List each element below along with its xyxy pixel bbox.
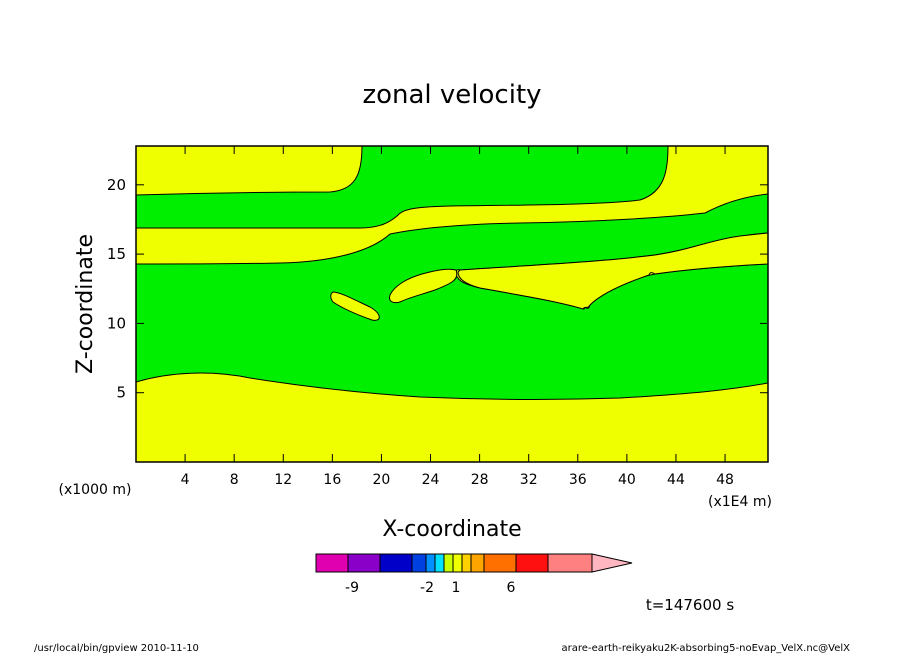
colorbar: -9 -2 1 6 xyxy=(315,553,633,596)
chart-title: zonal velocity xyxy=(362,80,541,110)
colorbar-segment xyxy=(443,553,454,573)
colorbar-segment xyxy=(515,553,549,573)
y-axis: 5 10 15 20 xyxy=(107,176,768,402)
x-tick-label: 28 xyxy=(471,472,489,488)
x-tick-label: 20 xyxy=(373,472,391,488)
contour-yellow-upper-wedge xyxy=(457,232,769,310)
y-tick-label: 5 xyxy=(116,384,126,402)
colorbar-label: 1 xyxy=(452,580,461,596)
colorbar-label: -9 xyxy=(345,580,359,596)
x-axis: 4 8 12 16 20 24 28 32 36 40 44 48 xyxy=(181,146,734,488)
footer-right: arare-earth-reikyaku2K-absorbing5-noEvap… xyxy=(562,643,851,654)
colorbar-segment xyxy=(411,553,427,573)
colorbar-segment xyxy=(315,553,349,573)
y-axis-label: Z-coordinate xyxy=(73,234,98,374)
contour-yellow-blob-1 xyxy=(330,291,380,321)
time-label: t=147600 s xyxy=(646,596,734,614)
y-tick-label: 15 xyxy=(107,245,126,263)
colorbar-segment xyxy=(483,553,517,573)
colorbar-arrow xyxy=(591,553,633,573)
x-tick-label: 40 xyxy=(618,472,636,488)
contour-yellow-blob-2 xyxy=(389,268,458,304)
y-tick-label: 20 xyxy=(107,176,126,194)
footer-left: /usr/local/bin/gpview 2010-11-10 xyxy=(34,643,199,654)
x-tick-label: 16 xyxy=(323,472,341,488)
x-tick-label: 32 xyxy=(520,472,538,488)
colorbar-segment xyxy=(347,553,381,573)
colorbar-segment xyxy=(379,553,413,573)
x-tick-label: 44 xyxy=(667,472,685,488)
x-tick-label: 48 xyxy=(716,472,734,488)
contour-green-middle xyxy=(135,193,769,400)
plot-frame xyxy=(135,145,769,463)
x-axis-label: X-coordinate xyxy=(382,517,521,542)
x-tick-label: 4 xyxy=(181,472,190,488)
colorbar-label: 6 xyxy=(507,580,516,596)
x-tick-label: 8 xyxy=(230,472,239,488)
x-unit-left: (x1000 m) xyxy=(59,482,132,498)
plot-area xyxy=(135,145,769,463)
colorbar-segment xyxy=(547,553,593,573)
colorbar-segment xyxy=(425,553,436,573)
x-tick-label: 24 xyxy=(422,472,440,488)
y-tick-label: 10 xyxy=(107,314,126,332)
colorbar-segment xyxy=(461,553,472,573)
colorbar-segment xyxy=(452,553,463,573)
x-unit-right: (x1E4 m) xyxy=(708,494,772,510)
x-tick-label: 12 xyxy=(274,472,292,488)
colorbar-segment xyxy=(470,553,485,573)
contour-green-upper xyxy=(135,145,669,229)
colorbar-label: -2 xyxy=(420,580,434,596)
x-tick-label: 36 xyxy=(569,472,587,488)
colorbar-segment xyxy=(434,553,445,573)
